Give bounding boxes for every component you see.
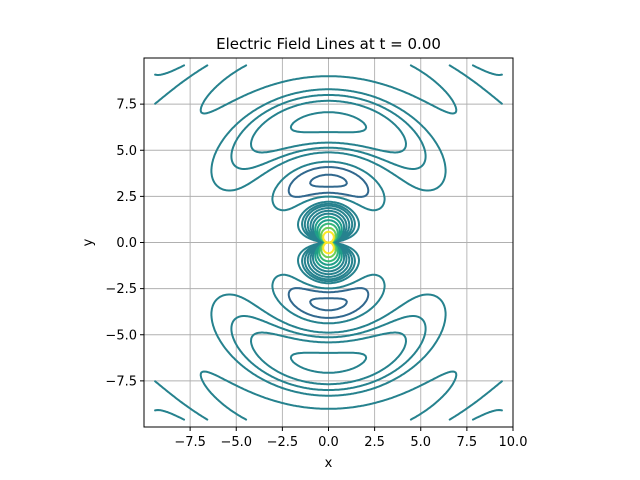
- contour-level-7: [154, 64, 503, 421]
- x-tick-label: −7.5: [174, 435, 206, 450]
- y-tick-label: 0.0: [116, 236, 137, 251]
- y-tick-label: 7.5: [116, 98, 137, 113]
- x-tick-label: −2.5: [267, 435, 299, 450]
- contour-level-6: [154, 64, 503, 421]
- x-tick-label: 0.0: [318, 435, 339, 450]
- y-axis-label: y: [81, 238, 96, 246]
- x-axis: −7.5 −5.0 −2.5 0.0 2.5 5.0 7.5 10.0: [174, 427, 527, 450]
- y-axis: 7.5 5.0 2.5 0.0 −2.5 −5.0 −7.5: [105, 98, 144, 389]
- y-tick-label: 2.5: [116, 190, 137, 205]
- chart-title: Electric Field Lines at t = 0.00: [216, 35, 441, 53]
- y-tick-label: 5.0: [116, 144, 137, 159]
- contour-level-4: [287, 166, 370, 319]
- contour-level-5: [199, 64, 458, 421]
- contour-level-3: [309, 173, 348, 312]
- x-tick-label: −5.0: [220, 435, 252, 450]
- x-tick-label: 2.5: [364, 435, 385, 450]
- x-tick-label: 5.0: [410, 435, 431, 450]
- contour-lines: [154, 64, 503, 421]
- x-axis-label: x: [325, 456, 333, 471]
- y-tick-label: −5.0: [105, 328, 137, 343]
- contour-level-8: [250, 99, 407, 386]
- y-tick-label: −2.5: [105, 282, 137, 297]
- x-tick-label: 10.0: [499, 435, 528, 450]
- x-tick-label: 7.5: [457, 435, 478, 450]
- contour-level-16: [322, 230, 335, 255]
- y-tick-label: −7.5: [105, 374, 137, 389]
